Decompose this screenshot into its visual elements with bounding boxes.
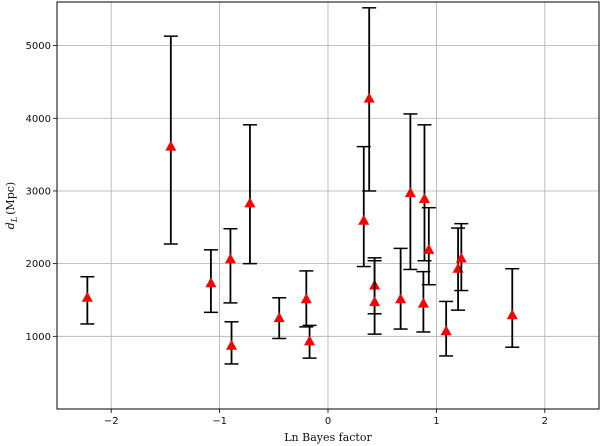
triangle-marker [395,293,407,304]
data-point [203,249,218,314]
data-point [403,113,418,271]
x-tick-label: 1 [433,416,439,427]
y-tick-label: 2000 [26,259,51,270]
data-point [393,247,408,330]
data-point [80,275,95,325]
triangle-marker [440,325,452,336]
triangle-marker [423,243,435,254]
triangle-marker [363,92,375,103]
triangle-marker [369,296,381,307]
data-point [421,206,436,286]
triangle-marker [81,291,93,302]
triangle-marker [418,192,430,203]
triangle-marker [205,277,217,288]
data-point [223,228,238,304]
data-point [454,222,469,292]
triangle-marker [455,252,467,263]
grid [57,2,599,409]
data-point [163,35,178,245]
triangle-marker [358,214,370,225]
y-axis-label-main: d [4,222,17,229]
x-tick-label: 0 [325,416,331,427]
data-point [302,324,317,359]
y-tick-label: 5000 [26,41,51,52]
triangle-marker [226,339,238,350]
y-tick-label: 1000 [26,332,51,343]
data-point [242,124,257,265]
data-point [224,321,239,365]
y-axis-label-sub: L [10,217,19,223]
triangle-marker [417,297,429,308]
axis-ticks: −2 −1 0 1 2 1000 2000 3000 4000 5000 [26,41,548,427]
triangle-marker [404,187,416,198]
triangle-marker [300,293,312,304]
x-tick-label: −2 [104,416,119,427]
y-tick-label: 3000 [26,186,51,197]
data-point [451,227,466,311]
triangle-marker [244,197,256,208]
x-tick-label: 2 [542,416,548,427]
y-tick-label: 4000 [26,114,51,125]
triangle-marker [273,312,285,323]
triangle-marker [506,309,518,320]
y-axis-label-unit: (Mpc) [4,182,17,215]
data-point [362,7,377,192]
data-point [299,270,314,328]
data-point [272,297,287,340]
data-point [439,300,454,357]
y-axis-label: dL (Mpc) [4,182,19,229]
x-axis-label: Ln Bayes factor [284,431,372,444]
triangle-marker [165,140,177,151]
triangle-marker [304,335,316,346]
data-point [367,257,382,335]
data-series [80,7,520,365]
triangle-marker [224,253,236,264]
x-tick-label: −1 [212,416,227,427]
data-point [505,267,520,348]
